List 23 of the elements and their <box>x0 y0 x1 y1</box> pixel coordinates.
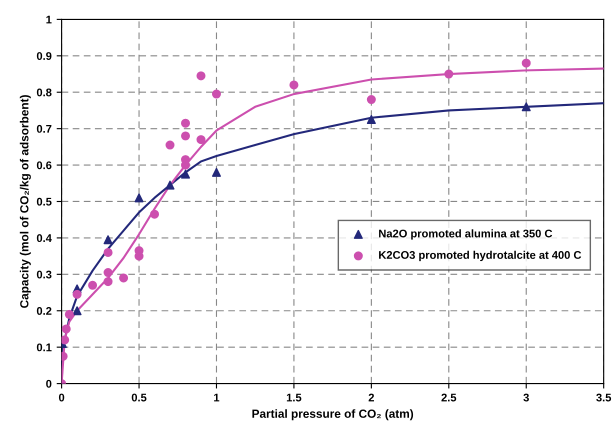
y-tick-label: 0.7 <box>36 124 52 133</box>
x-tick-label: 3.5 <box>596 394 612 402</box>
y-tick-label: 0.3 <box>36 270 52 278</box>
x-tick-label: 1 <box>214 394 220 402</box>
y-tick-label: 0.9 <box>36 52 52 60</box>
x-axis-title: Partial pressure of CO₂ (atm) <box>252 409 414 420</box>
y-tick-label: 0 <box>46 380 52 388</box>
x-tick-label: 3 <box>523 394 529 402</box>
y-tick-label: 0.1 <box>36 343 52 352</box>
legend-label: K2CO3 promoted hydrotalcite at 400 C <box>379 250 582 262</box>
x-tick-label: 1.5 <box>286 394 302 402</box>
y-tick-label: 0.5 <box>36 198 52 206</box>
x-tick-label: 2.5 <box>441 394 456 402</box>
x-tick-label: 2 <box>368 394 374 402</box>
x-tick-label: 0 <box>58 394 64 402</box>
y-tick-label: 0.4 <box>36 234 52 242</box>
legend-label: Na2O promoted alumina at 350 C <box>379 229 552 240</box>
x-tick-label: 0.5 <box>132 394 146 402</box>
y-tick-label: 1 <box>46 16 52 24</box>
y-tick-label: 0.2 <box>36 307 52 315</box>
y-axis-title: Capacity (mol of CO₂/kg of adsorbent) <box>20 95 31 308</box>
y-tick-label: 0.6 <box>36 161 52 170</box>
y-tick-label: 0.8 <box>36 88 52 96</box>
